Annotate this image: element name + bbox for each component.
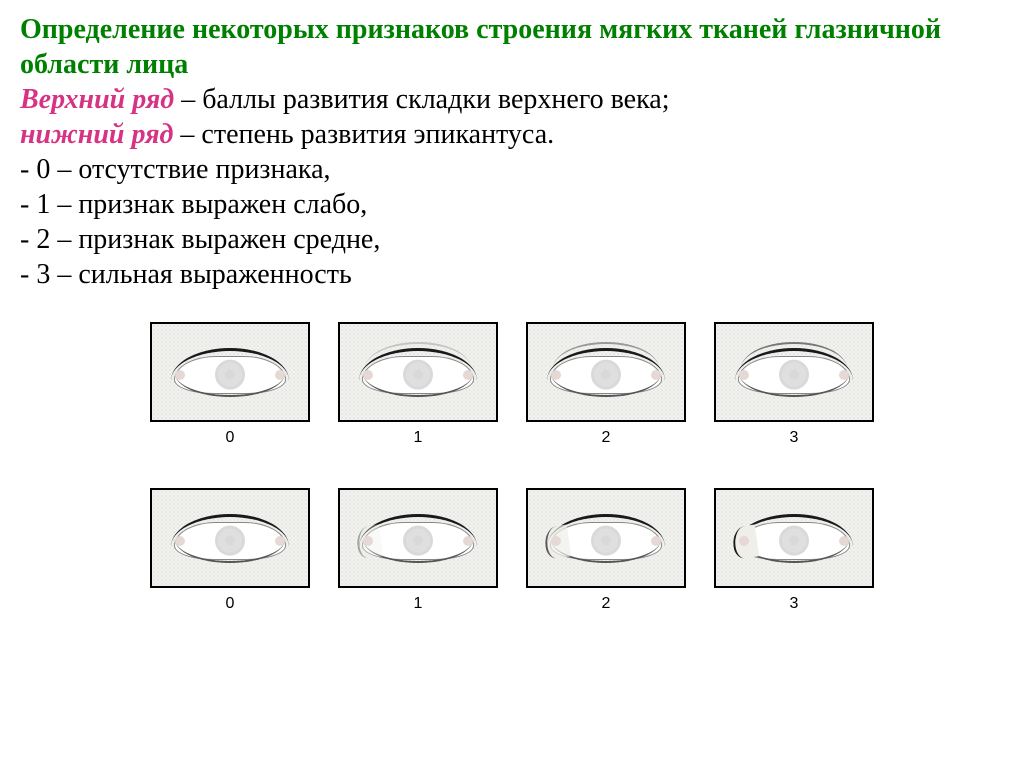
figure: 0 1 2 3 0 1 2 3 [20, 322, 1004, 632]
eye-thumb-row1-col1 [338, 322, 498, 422]
top-row-label: Верхний ряд [20, 84, 174, 115]
bottom-row-label: нижний ряд [20, 119, 173, 150]
eye-thumb-row2-col2 [526, 488, 686, 588]
legend-0: - 0 – отсутствие признака, [20, 152, 1004, 187]
eye-thumb-row1-col3 [714, 322, 874, 422]
row-desc-bottom: нижний ряд – степень развития эпикантуса… [20, 117, 1004, 152]
thumb-caption-row1-col2: 2 [526, 428, 686, 448]
title: Определение некоторых признаков строения… [20, 12, 1004, 82]
thumb-caption-row2-col2: 2 [526, 594, 686, 614]
thumb-caption-row1-col1: 1 [338, 428, 498, 448]
legend-2: - 2 – признак выражен средне, [20, 222, 1004, 257]
thumb-caption-row1-col0: 0 [150, 428, 310, 448]
thumb-caption-row2-col1: 1 [338, 594, 498, 614]
top-row-text: – баллы развития складки верхнего века; [174, 84, 669, 115]
eye-thumb-row1-col2 [526, 322, 686, 422]
eye-thumb-row2-col1 [338, 488, 498, 588]
eye-thumb-row1-col0 [150, 322, 310, 422]
row-desc-top: Верхний ряд – баллы развития складки вер… [20, 82, 1004, 117]
eye-thumb-row2-col3 [714, 488, 874, 588]
thumb-caption-row2-col0: 0 [150, 594, 310, 614]
title-text: Определение некоторых признаков строения… [20, 14, 941, 80]
legend-1: - 1 – признак выражен слабо, [20, 187, 1004, 222]
thumb-caption-row1-col3: 3 [714, 428, 874, 448]
legend-3: - 3 – сильная выраженность [20, 257, 1004, 292]
thumb-caption-row2-col3: 3 [714, 594, 874, 614]
bottom-row-text: – степень развития эпикантуса. [173, 119, 554, 150]
eye-thumb-row2-col0 [150, 488, 310, 588]
